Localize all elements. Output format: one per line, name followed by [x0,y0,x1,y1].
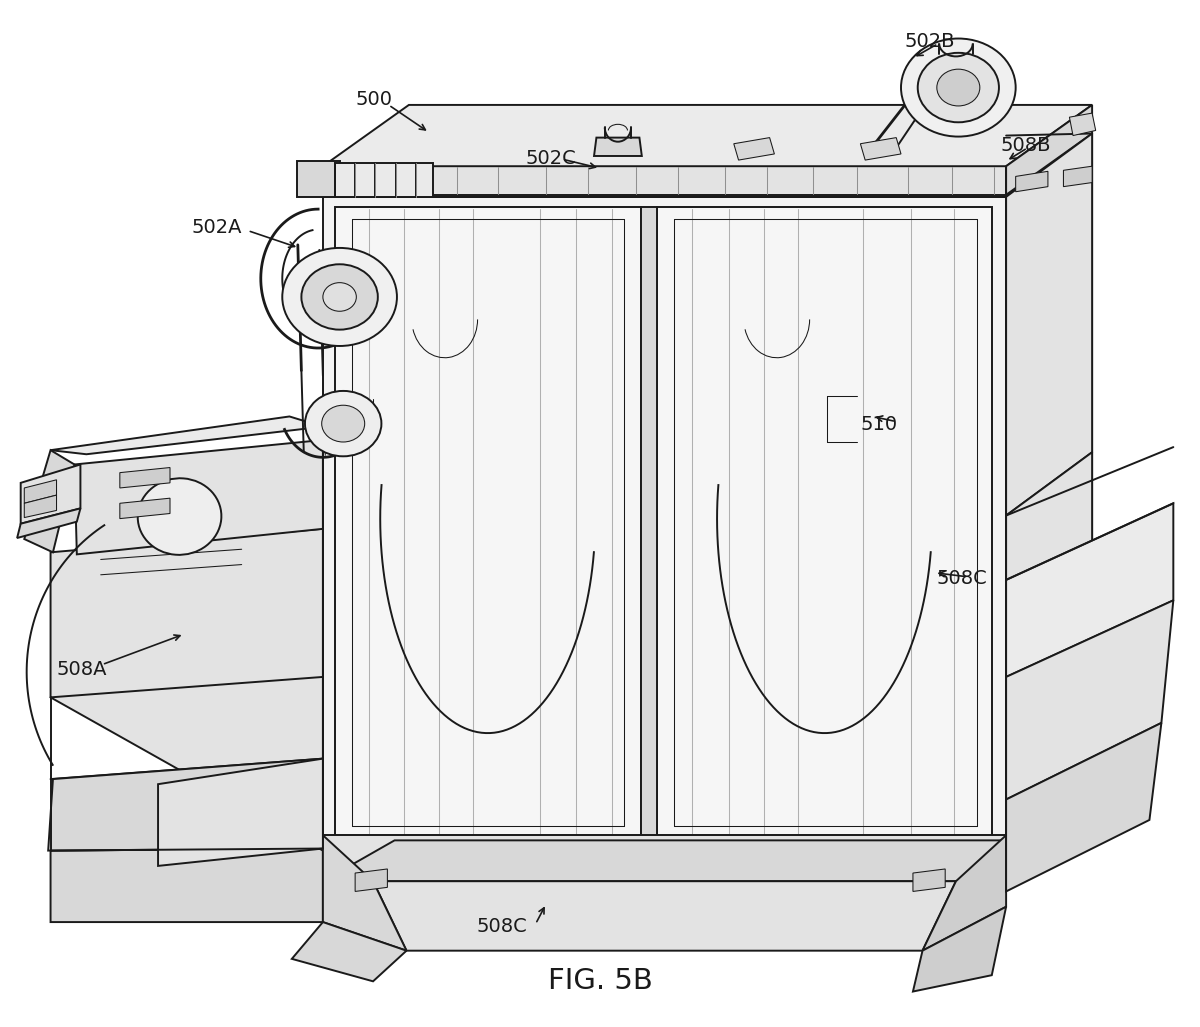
Polygon shape [20,464,80,524]
Polygon shape [1006,723,1162,891]
Polygon shape [48,759,323,850]
Circle shape [901,39,1015,137]
Circle shape [937,69,980,106]
Polygon shape [1069,113,1096,136]
Polygon shape [1006,134,1092,850]
Polygon shape [50,417,323,454]
Polygon shape [860,138,901,160]
Polygon shape [17,508,80,538]
Polygon shape [373,881,956,951]
Polygon shape [923,835,1006,951]
Polygon shape [733,138,774,160]
Polygon shape [1006,452,1092,710]
Polygon shape [959,64,1012,97]
Circle shape [323,282,356,311]
Polygon shape [120,498,170,519]
Polygon shape [323,840,1078,881]
Polygon shape [74,440,323,555]
Circle shape [282,248,397,346]
Polygon shape [323,835,1006,881]
Polygon shape [50,529,323,850]
Polygon shape [120,467,170,488]
Polygon shape [24,495,56,518]
Polygon shape [335,207,641,838]
Polygon shape [913,907,1006,991]
Polygon shape [323,105,1092,166]
Polygon shape [641,207,658,838]
Text: 510: 510 [860,415,898,434]
Polygon shape [1063,166,1092,187]
Text: 508C: 508C [937,569,988,588]
Polygon shape [355,869,388,891]
Ellipse shape [138,479,221,555]
Polygon shape [913,869,946,891]
Circle shape [322,406,365,442]
Circle shape [918,52,998,122]
Text: 508C: 508C [476,917,528,936]
Polygon shape [1006,601,1174,799]
Polygon shape [158,759,323,866]
Polygon shape [292,922,407,982]
Polygon shape [335,163,433,197]
Polygon shape [323,166,1006,195]
Polygon shape [323,134,1092,197]
Text: 502B: 502B [905,32,955,51]
Polygon shape [1006,134,1092,516]
Polygon shape [323,835,407,951]
Polygon shape [917,43,983,84]
Polygon shape [1006,646,1092,850]
Polygon shape [1006,503,1174,677]
Polygon shape [296,161,340,197]
Text: FIG. 5B: FIG. 5B [547,967,653,995]
Polygon shape [658,207,991,838]
Polygon shape [1015,172,1048,192]
Polygon shape [594,138,642,156]
Text: 500: 500 [355,90,392,109]
Circle shape [301,264,378,330]
Polygon shape [24,450,74,553]
Text: 508A: 508A [56,660,107,679]
Polygon shape [24,480,56,503]
Polygon shape [50,848,323,922]
Polygon shape [1006,105,1092,195]
Text: 508B: 508B [1000,137,1051,155]
Circle shape [305,391,382,456]
Text: 502A: 502A [192,218,242,237]
Polygon shape [323,197,1006,850]
Text: 502C: 502C [526,149,577,167]
